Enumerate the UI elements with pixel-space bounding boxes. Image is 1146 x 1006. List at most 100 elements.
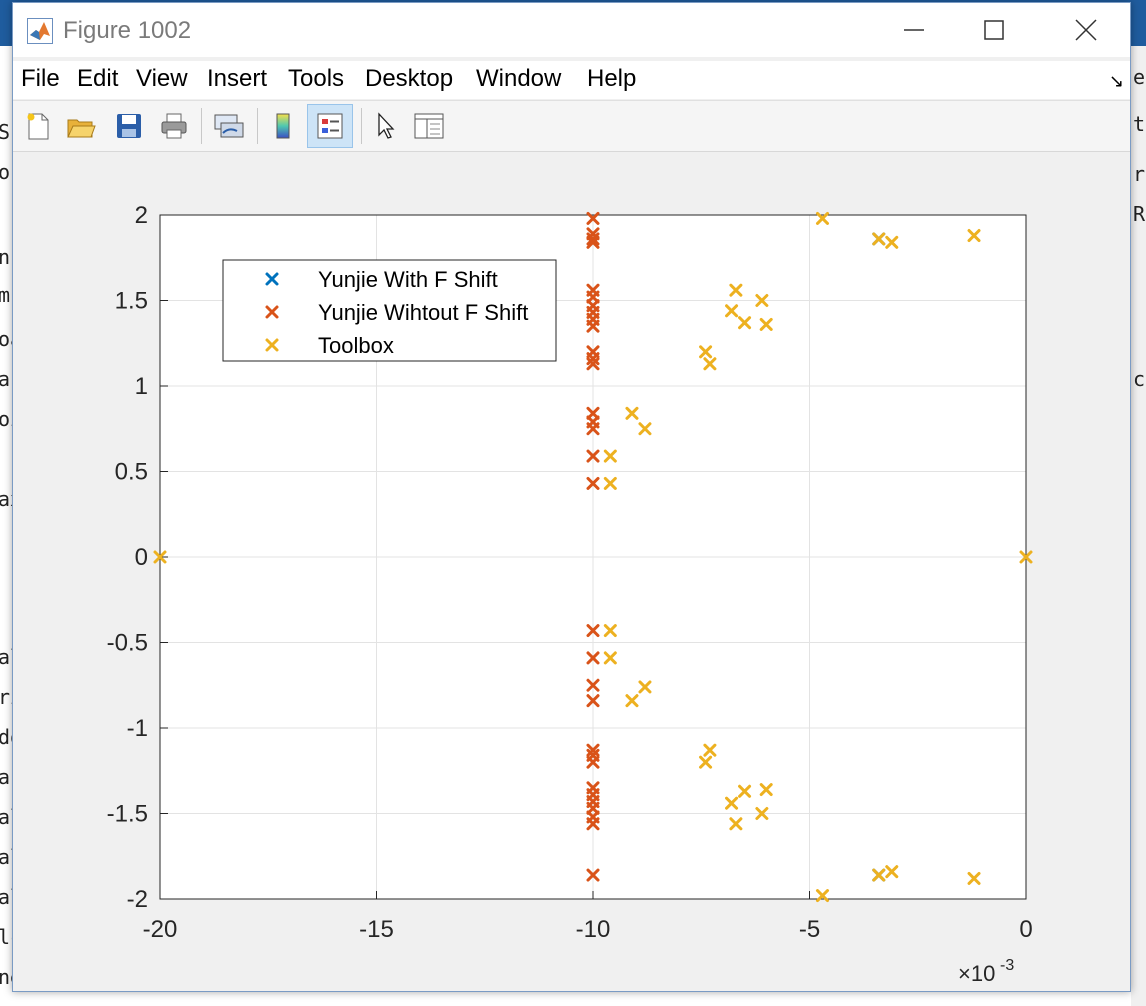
data-point <box>586 868 600 882</box>
y-tick-label: -1.5 <box>107 801 148 828</box>
data-point <box>586 449 600 463</box>
colorbar-icon <box>276 113 290 139</box>
save-icon <box>117 114 141 138</box>
x-tick-label: 0 <box>1019 916 1032 943</box>
data-point <box>699 345 713 359</box>
data-point <box>967 229 981 243</box>
background-code-fragment: or <box>0 160 12 184</box>
title-bar[interactable]: Figure 1002 <box>13 3 1130 57</box>
minimize-button[interactable] <box>891 9 937 51</box>
background-code-fragment: t <box>1133 112 1146 136</box>
legend[interactable]: Yunjie With F Shift Yunjie Wihtout F Shif… <box>222 259 557 362</box>
data-point <box>738 316 752 330</box>
data-point <box>755 294 769 307</box>
toolbar-separator <box>257 108 258 144</box>
data-point <box>586 319 600 333</box>
x-tick-labels: -20 -15 -10 -5 0 <box>143 916 1033 943</box>
menu-desktop[interactable]: Desktop <box>365 65 454 92</box>
data-point <box>586 651 600 665</box>
data-point <box>815 211 829 225</box>
data-point <box>586 678 600 692</box>
background-code-fragment: al <box>0 645 12 669</box>
x-tick-label: -10 <box>576 916 611 943</box>
data-point <box>815 889 829 903</box>
data-point <box>625 694 639 708</box>
menu-edit[interactable]: Edit <box>77 65 119 92</box>
background-code-fragment: al <box>0 845 12 869</box>
data-point <box>872 232 886 246</box>
data-point <box>699 755 713 769</box>
x-tick-label: -5 <box>799 916 820 943</box>
x-tick-label: -15 <box>359 916 394 943</box>
x-exponent-multiplier: ×10 <box>958 961 995 986</box>
data-point <box>885 235 899 249</box>
background-code-fragment: lc <box>0 925 12 949</box>
data-point <box>586 694 600 708</box>
print-figure-button[interactable] <box>154 106 194 146</box>
background-code-fragment: S <box>0 120 11 144</box>
save-figure-button[interactable] <box>109 106 149 146</box>
series-1 <box>586 211 600 882</box>
background-code-fragment: ra <box>1133 162 1146 186</box>
x-exponent-label: ×10 -3 <box>958 957 1014 986</box>
background-code-fragment: ar <box>0 765 12 789</box>
data-point <box>638 680 652 694</box>
data-point <box>586 476 600 490</box>
background-code-fragment: R( <box>1133 202 1146 226</box>
background-code-fragment: ne <box>0 965 12 989</box>
data-point <box>603 449 617 463</box>
y-tick-label: -0.5 <box>107 630 148 657</box>
property-inspector-button[interactable] <box>409 106 449 146</box>
background-code-fragment: oa <box>0 327 12 351</box>
insert-legend-button[interactable] <box>307 104 353 148</box>
data-point <box>153 550 167 564</box>
data-point <box>738 784 752 798</box>
y-tick-label: 0 <box>135 544 148 571</box>
legend-marker <box>265 338 279 352</box>
menu-window[interactable]: Window <box>476 65 562 92</box>
series-2 <box>153 211 1033 903</box>
data-point <box>603 624 617 638</box>
data-point <box>885 865 899 879</box>
y-tick-label: -1 <box>127 715 148 742</box>
legend-icon <box>317 113 343 139</box>
data-point <box>725 796 739 810</box>
minimize-icon <box>904 29 924 31</box>
y-tick-label: 1 <box>135 373 148 400</box>
printer-icon <box>161 113 187 139</box>
data-point <box>586 422 600 436</box>
window-title: Figure 1002 <box>63 17 192 44</box>
open-file-button[interactable] <box>61 106 101 146</box>
menu-tools[interactable]: Tools <box>288 65 345 92</box>
new-figure-button[interactable] <box>18 106 58 146</box>
figure-toolbar <box>13 100 1130 152</box>
y-tick-label: -2 <box>127 886 148 913</box>
maximize-button[interactable] <box>971 9 1017 51</box>
y-tick-label: 0.5 <box>115 459 148 486</box>
edit-plot-button[interactable] <box>365 106 405 146</box>
data-point <box>586 624 600 638</box>
data-point <box>729 283 743 297</box>
menu-insert[interactable]: Insert <box>207 65 268 92</box>
menu-help[interactable]: Help <box>587 65 637 92</box>
background-code-fragment: m <box>0 283 11 307</box>
background-code-fragment: ef <box>1133 65 1146 89</box>
maximize-icon <box>984 20 1004 40</box>
link-plot-button[interactable] <box>209 106 249 146</box>
link-plot-icon <box>214 114 244 138</box>
menu-view[interactable]: View <box>136 65 188 92</box>
matlab-logo-icon <box>27 18 53 44</box>
data-point <box>586 232 600 246</box>
legend-marker <box>265 305 279 319</box>
data-point <box>755 807 769 820</box>
data-point <box>603 476 617 490</box>
data-point <box>586 817 600 831</box>
y-tick-label: 1.5 <box>115 288 148 315</box>
dock-arrow-icon[interactable]: ↘ <box>1108 71 1124 91</box>
menu-file[interactable]: File <box>21 65 60 92</box>
pointer-icon <box>378 112 395 139</box>
insert-colorbar-button[interactable] <box>263 106 303 146</box>
close-button[interactable] <box>1063 9 1109 51</box>
background-code-fragment: n <box>0 245 11 269</box>
